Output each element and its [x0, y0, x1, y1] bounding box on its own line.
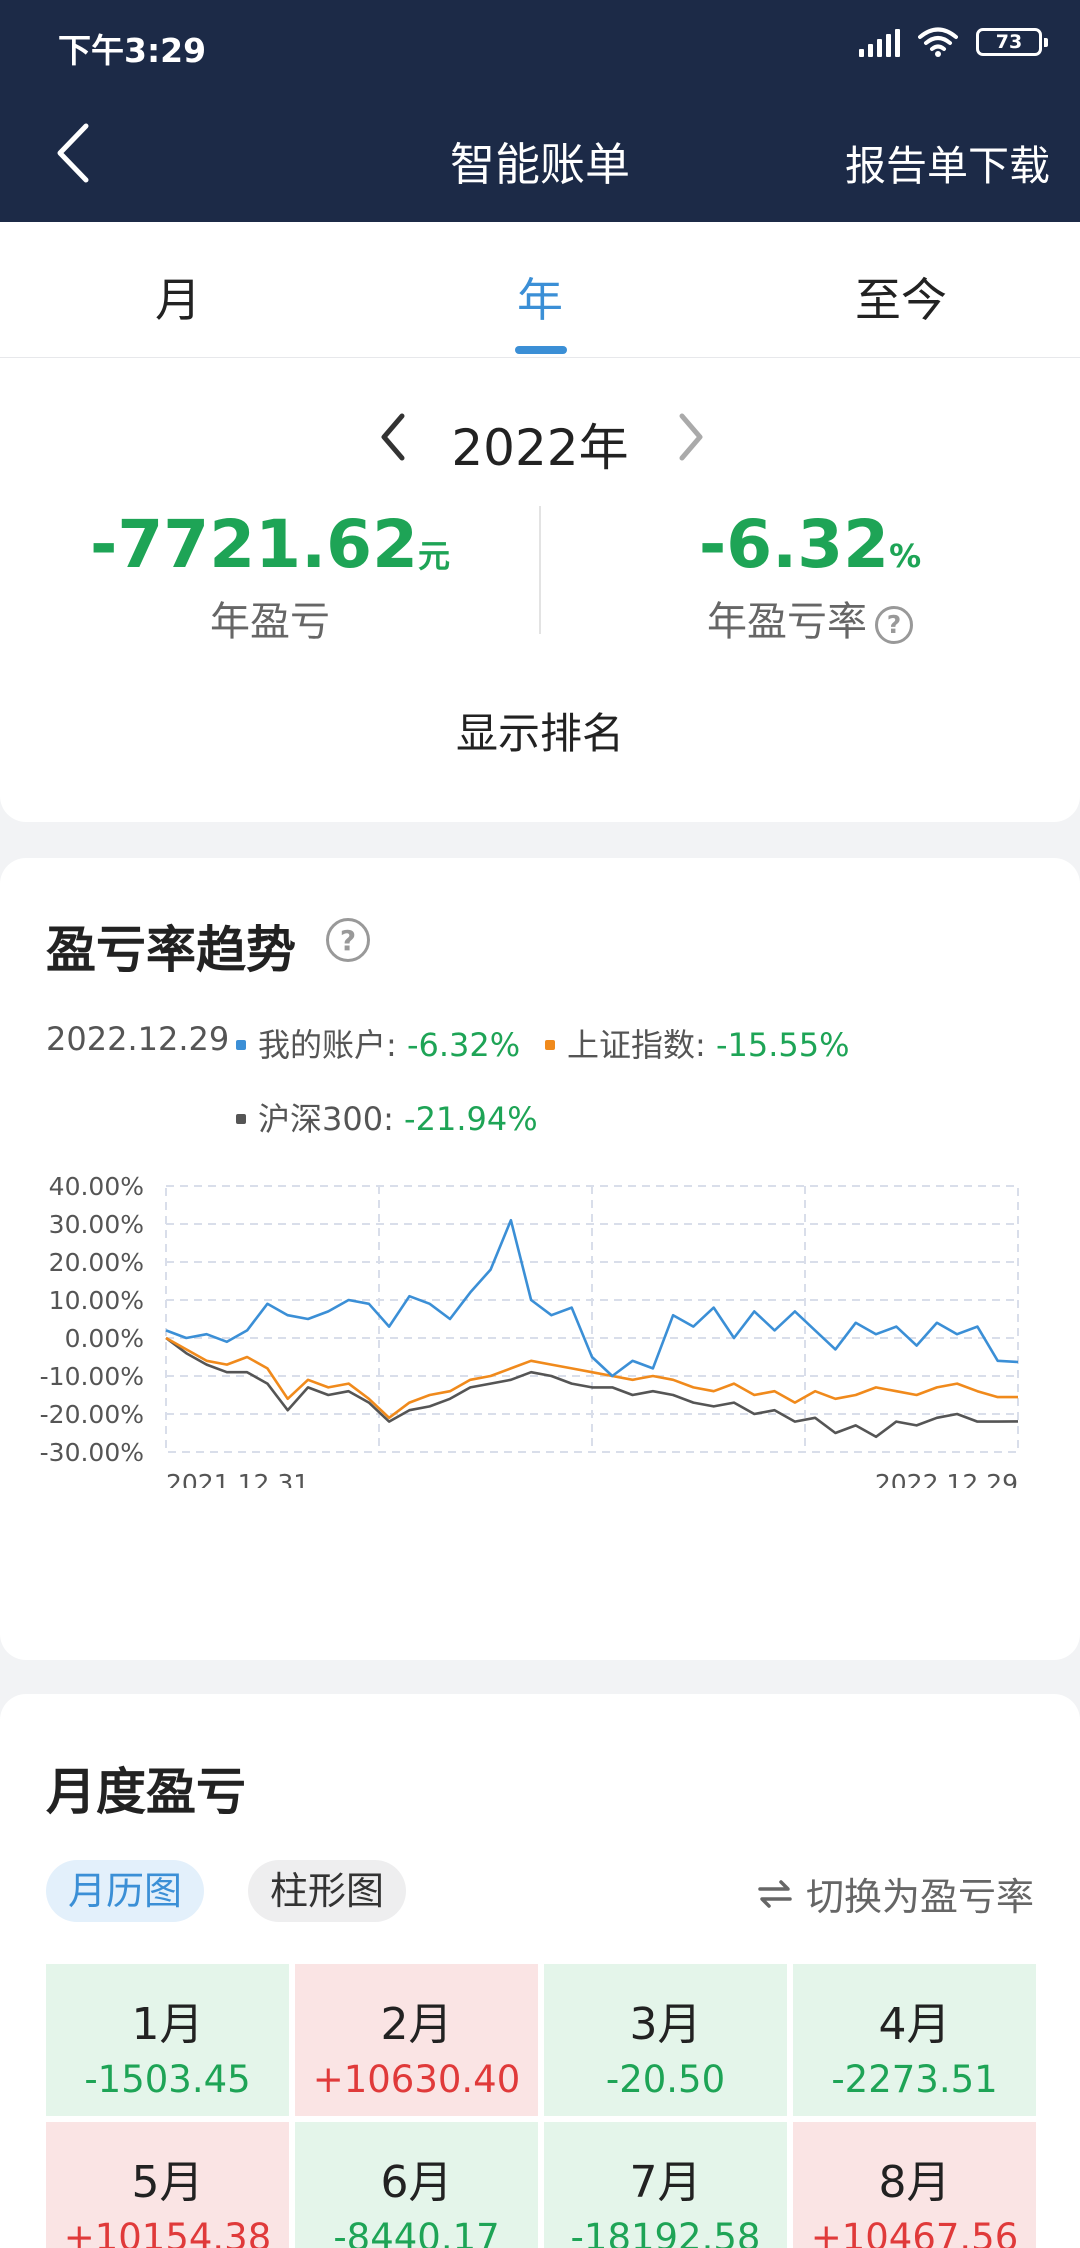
trend-help-icon[interactable]: ?: [326, 918, 370, 962]
legend-value: -15.55%: [715, 1026, 850, 1064]
legend-dot: [545, 1040, 555, 1050]
stat-divider: [539, 506, 541, 634]
month-name: 1月: [131, 1999, 204, 2050]
month-value: +10467.56: [810, 2216, 1019, 2248]
monthly-title: 月度盈亏: [46, 1763, 246, 1821]
switch-to-rate-button[interactable]: 切换为盈亏率: [756, 1866, 1034, 1921]
month-cell[interactable]: 1月 -1503.45: [46, 1964, 289, 2116]
legend-name: 我的账户:: [258, 1026, 397, 1064]
trend-chart: 40.00% 30.00% 20.00% 10.00% 0.00% -10.00% -20.…: [40, 1172, 1019, 1488]
status-time: 下午3:29: [58, 31, 207, 70]
year-profit: -7721.62元 年盈亏: [0, 506, 540, 647]
year-rate: -6.32% 年盈亏率?: [540, 506, 1080, 647]
y-tick-label: 40.00%: [49, 1172, 144, 1201]
legend-my-account: 我的账户: -6.32%: [236, 1020, 520, 1066]
legend-date: 2022.12.29: [46, 1020, 230, 1058]
year-rate-value: -6.32: [698, 506, 890, 583]
month-value: -18192.58: [570, 2216, 761, 2248]
month-value: -1503.45: [84, 2058, 251, 2101]
legend-csi300: 沪深300: -21.94%: [236, 1094, 538, 1140]
year-profit-label: 年盈亏: [210, 599, 330, 645]
year-label: 2022年: [451, 419, 629, 477]
month-value: +10630.40: [312, 2058, 521, 2101]
legend-name: 沪深300:: [258, 1100, 394, 1138]
legend-name: 上证指数:: [567, 1026, 706, 1064]
back-icon[interactable]: [50, 118, 96, 188]
y-tick-label: 0.00%: [65, 1324, 144, 1353]
series-line-0: [165, 1218, 1019, 1378]
trend-title: 盈亏率趋势: [46, 921, 296, 979]
top-bar: 下午3:29 73 智能账单 报告单下载: [0, 0, 1080, 222]
legend-value: -21.94%: [404, 1100, 538, 1138]
rate-help-icon[interactable]: ?: [875, 605, 913, 644]
trend-card: 盈亏率趋势 ? 2022.12.29 我的账户: -6.32% 上证指数: -1…: [0, 858, 1080, 1660]
month-cell[interactable]: 6月 -8440.17: [295, 2122, 538, 2248]
show-rank-button[interactable]: 显示排名: [455, 709, 624, 758]
legend-dot: [236, 1040, 246, 1050]
month-cell[interactable]: 7月 -18192.58: [544, 2122, 787, 2248]
year-summary-card: 2022年 -7721.62元 年盈亏 -6.32% 年盈亏率? 显示排名: [0, 358, 1080, 822]
month-cell[interactable]: 5月 +10154.38: [46, 2122, 289, 2248]
month-name: 5月: [131, 2157, 204, 2208]
month-value: +10154.38: [63, 2216, 272, 2248]
month-grid: 1月 -1503.45 2月 +10630.40 3月 -20.50 4月 -2273.51 5…: [46, 1964, 1036, 2248]
legend-value: -6.32%: [406, 1026, 521, 1064]
month-name: 3月: [629, 1999, 702, 2050]
y-tick-label: -30.00%: [40, 1438, 144, 1467]
tab-month[interactable]: 月: [155, 273, 201, 327]
y-tick-label: 20.00%: [49, 1248, 144, 1277]
series-line-2: [165, 1336, 1019, 1439]
legend-shanghai-index: 上证指数: -15.55%: [545, 1020, 850, 1066]
y-tick-label: 10.00%: [49, 1286, 144, 1315]
battery-icon: 73: [976, 28, 1048, 56]
month-name: 4月: [878, 1999, 951, 2050]
month-value: -2273.51: [831, 2058, 998, 2101]
month-cell[interactable]: 3月 -20.50: [544, 1964, 787, 2116]
tab-to-date[interactable]: 至今: [855, 273, 947, 327]
month-value: -20.50: [605, 2058, 726, 2101]
month-cell[interactable]: 4月 -2273.51: [793, 1964, 1036, 2116]
calendar-view-button[interactable]: 月历图: [46, 1860, 205, 1922]
month-cell[interactable]: 2月 +10630.40: [295, 1964, 538, 2116]
year-rate-unit: %: [889, 537, 922, 575]
y-tick-label: -10.00%: [40, 1362, 144, 1391]
page-title: 智能账单: [449, 138, 630, 191]
month-name: 6月: [380, 2157, 453, 2208]
series-line-1: [165, 1336, 1018, 1420]
month-name: 7月: [629, 2157, 702, 2208]
month-cell[interactable]: 8月 +10467.56: [793, 2122, 1036, 2248]
next-year-icon[interactable]: [672, 410, 708, 464]
switch-label: 切换为盈亏率: [805, 1875, 1034, 1919]
monthly-card: 月度盈亏 月历图 柱形图 切换为盈亏率 1月 -1503.45 2月 +10630.4…: [0, 1694, 1080, 2248]
tab-year[interactable]: 年: [517, 273, 563, 327]
legend-dot: [236, 1114, 246, 1124]
y-tick-label: -20.00%: [40, 1400, 144, 1429]
signal-icon: [859, 27, 900, 57]
swap-icon: [758, 1879, 792, 1908]
year-profit-unit: 元: [418, 537, 451, 575]
previous-year-icon[interactable]: [376, 410, 412, 464]
wifi-icon: [918, 27, 958, 57]
year-profit-value: -7721.62: [89, 506, 418, 583]
status-icons: 73: [859, 26, 1048, 58]
period-tabs: 月 年 至今: [0, 222, 1080, 358]
bar-view-button[interactable]: 柱形图: [248, 1860, 407, 1922]
month-value: -8440.17: [333, 2216, 500, 2248]
download-report-button[interactable]: 报告单下载: [845, 142, 1050, 190]
active-tab-indicator: [515, 346, 567, 354]
month-name: 8月: [878, 2157, 951, 2208]
x-end-label: 2022.12.29: [875, 1469, 1018, 1488]
month-name: 2月: [380, 1999, 453, 2050]
y-tick-label: 30.00%: [49, 1210, 144, 1239]
x-start-label: 2021.12.31: [166, 1469, 309, 1488]
year-rate-label: 年盈亏率: [707, 599, 867, 645]
